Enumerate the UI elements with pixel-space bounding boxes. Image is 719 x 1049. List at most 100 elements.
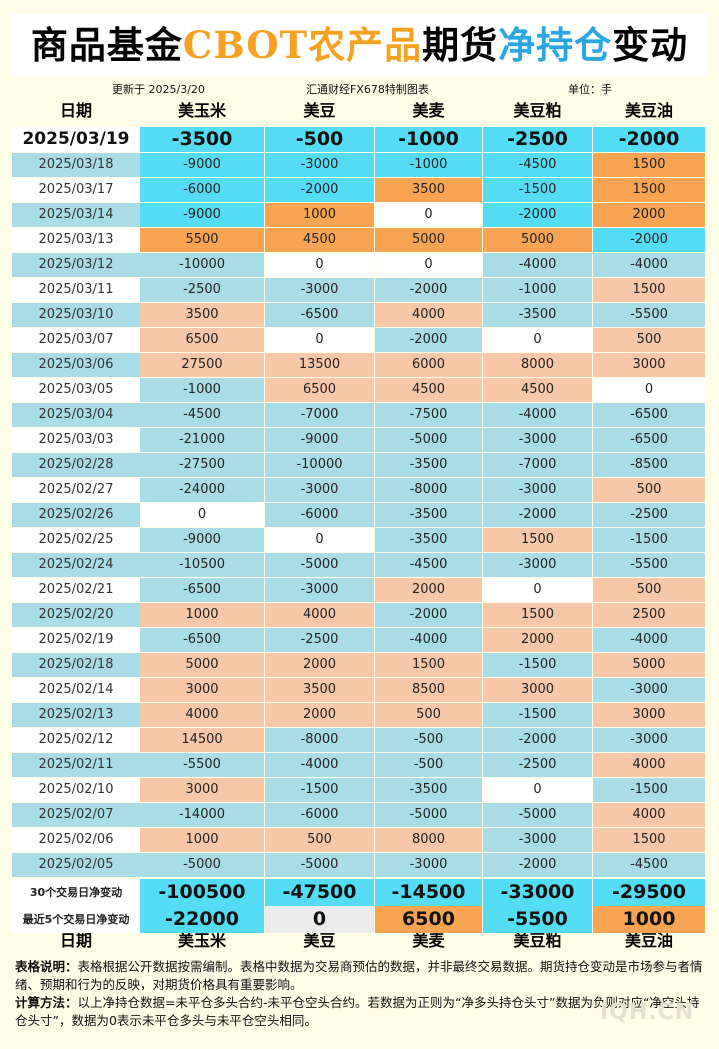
value-cell: 0 — [140, 503, 264, 527]
page-title: 商品基金CBOT农产品期货净持仓变动 — [12, 14, 707, 76]
value-cell: -7500 — [375, 403, 482, 427]
updated-date: 更新于 2025/3/20 — [112, 83, 205, 96]
value-cell: -9000 — [140, 153, 264, 177]
date-cell: 2025/02/07 — [12, 803, 140, 827]
value-cell: -4500 — [593, 853, 705, 877]
value-cell: -3000 — [483, 478, 592, 502]
value-cell: 1500 — [593, 278, 705, 302]
value-cell: -1500 — [483, 703, 592, 727]
column-footer: 美麦 — [412, 931, 445, 950]
value-cell: -10500 — [140, 553, 264, 577]
summary-value: -29500 — [593, 879, 705, 906]
value-cell: -10000 — [265, 453, 374, 477]
notes-label: 表格说明： — [15, 959, 78, 974]
value-cell: 500 — [265, 828, 374, 852]
date-cell: 2025/03/12 — [12, 253, 140, 277]
date-cell: 2025/03/18 — [12, 153, 140, 177]
value-cell: 8500 — [375, 678, 482, 702]
value-cell: -500 — [375, 753, 482, 777]
value-cell: -3000 — [593, 678, 705, 702]
column-footer: 美豆 — [303, 931, 336, 950]
date-cell: 2025/02/19 — [12, 628, 140, 652]
value-cell: -500 — [375, 728, 482, 752]
value-cell: 5000 — [375, 228, 482, 252]
value-cell: 2000 — [483, 628, 592, 652]
value-cell: -5500 — [140, 753, 264, 777]
value-cell: 2000 — [265, 703, 374, 727]
value-cell: -4500 — [140, 403, 264, 427]
value-cell: -5000 — [265, 853, 374, 877]
value-cell: 1000 — [140, 603, 264, 627]
value-cell: -24000 — [140, 478, 264, 502]
value-cell: -1500 — [593, 528, 705, 552]
value-cell: -2000 — [375, 278, 482, 302]
value-cell: -9000 — [140, 528, 264, 552]
date-cell: 2025/02/14 — [12, 678, 140, 702]
date-cell: 2025/03/03 — [12, 428, 140, 452]
value-cell: 4000 — [375, 303, 482, 327]
value-cell: 0 — [265, 253, 374, 277]
title-mid: CBOT农产品 — [182, 23, 423, 67]
value-cell: 3000 — [593, 353, 705, 377]
value-cell: 1500 — [483, 603, 592, 627]
date-cell: 2025/02/12 — [12, 728, 140, 752]
value-cell: -5000 — [265, 553, 374, 577]
value-cell: -2500 — [483, 127, 592, 152]
value-cell: -500 — [265, 127, 374, 152]
value-cell: -4000 — [483, 253, 592, 277]
date-cell: 2025/03/17 — [12, 178, 140, 202]
value-cell: 3500 — [140, 303, 264, 327]
value-cell: -8000 — [375, 478, 482, 502]
value-cell: 0 — [375, 253, 482, 277]
value-cell: -5500 — [593, 553, 705, 577]
value-cell: -4500 — [375, 553, 482, 577]
value-cell: 3000 — [140, 778, 264, 802]
value-cell: -3500 — [375, 503, 482, 527]
value-cell: 8000 — [483, 353, 592, 377]
date-cell: 2025/02/18 — [12, 653, 140, 677]
summary-value: -100500 — [140, 879, 264, 906]
method-text: 以上净持仓数据=未平仓多头合约-未平仓空头合约。若数据为正则为“净多头持仓头寸”… — [15, 995, 700, 1028]
value-cell: 2000 — [265, 653, 374, 677]
value-cell: 4500 — [375, 378, 482, 402]
value-cell: -2500 — [140, 278, 264, 302]
value-cell: -3000 — [483, 553, 592, 577]
value-cell: -2000 — [483, 728, 592, 752]
date-cell: 2025/02/28 — [12, 453, 140, 477]
value-cell: -6500 — [140, 628, 264, 652]
value-cell: -1000 — [483, 278, 592, 302]
value-cell: 5000 — [593, 653, 705, 677]
value-cell: 6000 — [375, 353, 482, 377]
value-cell: -4000 — [593, 628, 705, 652]
value-cell: 1500 — [593, 153, 705, 177]
value-cell: -3000 — [265, 278, 374, 302]
date-cell: 2025/03/05 — [12, 378, 140, 402]
value-cell: -6500 — [140, 578, 264, 602]
value-cell: -2500 — [483, 753, 592, 777]
value-cell: -21000 — [140, 428, 264, 452]
value-cell: 500 — [375, 703, 482, 727]
date-cell: 2025/03/11 — [12, 278, 140, 302]
value-cell: -4000 — [265, 753, 374, 777]
value-cell: -3000 — [265, 578, 374, 602]
value-cell: 1000 — [140, 828, 264, 852]
value-cell: -4000 — [375, 628, 482, 652]
value-cell: -6000 — [265, 803, 374, 827]
value-cell: 6500 — [140, 328, 264, 352]
value-cell: -5000 — [140, 853, 264, 877]
value-cell: 500 — [593, 328, 705, 352]
value-cell: 5500 — [140, 228, 264, 252]
notes-text: 表格根据公开数据按需编制。表格中数据为交易商预估的数据，并非最终交易数据。期货持… — [15, 959, 703, 992]
value-cell: 4000 — [593, 753, 705, 777]
value-cell: -1000 — [375, 127, 482, 152]
value-cell: 1500 — [593, 828, 705, 852]
value-cell: -5000 — [483, 803, 592, 827]
title-suffix: 变动 — [612, 23, 689, 67]
watermark-logo: IQH.CN — [600, 1000, 695, 1025]
value-cell: 3000 — [593, 703, 705, 727]
value-cell: 500 — [593, 478, 705, 502]
value-cell: -6500 — [593, 403, 705, 427]
value-cell: -2000 — [483, 203, 592, 227]
summary-value: -5500 — [483, 906, 592, 933]
title-highlight: 净持仓 — [498, 23, 613, 67]
